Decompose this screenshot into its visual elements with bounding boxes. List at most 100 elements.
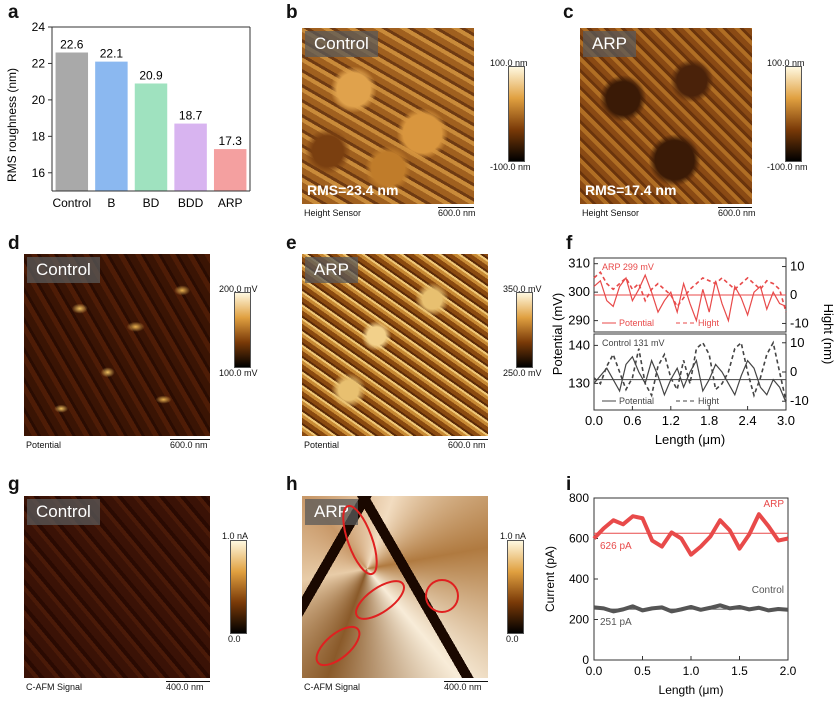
scale-text-g: 400.0 nm — [166, 682, 204, 692]
grain-boundary-markers — [315, 504, 459, 667]
colorbar-e — [516, 292, 533, 368]
panel-letter-h: h — [286, 474, 298, 495]
chart-i-xlabel: Length (μm) — [659, 683, 724, 697]
image-tag-g: Control — [27, 499, 100, 525]
chart-f-potential-line — [593, 273, 787, 323]
chart-f-xtick-label: 1.2 — [662, 413, 680, 428]
cbar-min-e: 250.0 mV — [503, 368, 542, 378]
chart-a-bar — [55, 52, 89, 192]
cbar-max-e: 350.0 mV — [503, 284, 542, 294]
chart-f-ytick-label: 130 — [568, 375, 590, 390]
chart-i-xtick-label: 0.5 — [634, 664, 651, 678]
chart-a-category-label: B — [107, 196, 115, 210]
chart-f-potential-line — [593, 355, 787, 403]
colorbar-b — [508, 66, 525, 162]
chart-f-height-line — [593, 340, 787, 402]
chart-f-height-line — [593, 270, 787, 313]
scale-text-b: 600.0 nm — [438, 208, 476, 218]
chart-f-y2tick-label: 0 — [790, 287, 797, 302]
cbar-min-g: 0.0 — [228, 634, 241, 644]
sensor-label-g: C-AFM Signal — [26, 682, 83, 692]
chart-a-value-label: 20.9 — [139, 68, 163, 82]
sensor-label-e: Potential — [304, 440, 340, 450]
scalebar-b — [438, 207, 474, 208]
colorbar-d — [234, 292, 251, 368]
kpfm-image-e: ARP — [302, 254, 488, 436]
scalebar-h — [444, 681, 488, 682]
chart-i-ytick-label: 800 — [569, 491, 589, 505]
kpfm-image-d: Control — [24, 254, 210, 436]
sensor-label-h: C-AFM Signal — [304, 682, 361, 692]
cbar-min-b: -100.0 nm — [490, 162, 531, 172]
scalebar-d — [170, 439, 210, 440]
chart-i-ylabel: Current (pA) — [543, 546, 557, 612]
chart-f-annotation: Control 131 mV — [602, 338, 665, 348]
chart-f-xtick-label: 0.0 — [585, 413, 603, 428]
afm-image-c: ARP RMS=17.4 nm — [580, 28, 752, 204]
chart-a-category-label: BD — [143, 196, 160, 210]
cbar-max-d: 200.0 mV — [219, 284, 258, 294]
chart-a-ytick-label: 16 — [32, 166, 46, 180]
chart-i-series-name: ARP — [763, 499, 784, 510]
image-tag-e: ARP — [305, 257, 358, 283]
panel-letter-b: b — [286, 2, 298, 23]
chart-i-xtick-label: 1.5 — [731, 664, 748, 678]
chart-a-ytick-label: 24 — [32, 20, 46, 34]
cbar-min-h: 0.0 — [506, 634, 519, 644]
chart-i-mean-label: 251 pA — [600, 617, 632, 628]
chart-f-xtick-label: 2.4 — [739, 413, 757, 428]
afm-image-b: Control RMS=23.4 nm — [302, 28, 474, 204]
image-tag-b: Control — [305, 31, 378, 57]
panel-letter-a: a — [8, 2, 19, 23]
panel-letter-e: e — [286, 233, 297, 254]
scale-text-c: 600.0 nm — [718, 208, 756, 218]
chart-f-y2tick-label: 10 — [790, 259, 804, 274]
chart-i-series-name: Control — [752, 585, 784, 596]
cbar-max-c: 100.0 nm — [767, 58, 805, 68]
chart-a-bar — [213, 149, 247, 191]
scalebar-g — [166, 681, 210, 682]
colorbar-h — [507, 540, 524, 634]
chart-f-ytick-label: 290 — [568, 313, 590, 328]
panel-letter-d: d — [8, 233, 20, 254]
chart-f-xlabel: Length (μm) — [655, 432, 725, 447]
chart-f-xtick-label: 3.0 — [777, 413, 795, 428]
image-tag-c: ARP — [583, 31, 636, 57]
chart-i-ytick-label: 400 — [569, 572, 589, 586]
highlight-ellipse-2 — [355, 580, 405, 620]
rms-value-b: RMS=23.4 nm — [307, 182, 399, 198]
sensor-label-d: Potential — [26, 440, 62, 450]
panel-letter-i: i — [566, 474, 572, 495]
chart-f-ylabel-left: Potential (mV) — [550, 293, 565, 375]
chart-i-xtick-label: 0.0 — [586, 664, 603, 678]
chart-i-current-profile: 0 200 400 600 800 0.0 0.5 1.0 1.5 2.0 Length (μm) C… — [543, 491, 797, 697]
chart-a-ytick-label: 20 — [32, 93, 46, 107]
chart-i-ytick-label: 200 — [569, 613, 589, 627]
chart-f-legend-potential: Potential — [619, 318, 654, 328]
cbar-max-b: 100.0 nm — [490, 58, 528, 68]
chart-a-category-label: ARP — [218, 196, 243, 210]
panel-letter-f: f — [566, 233, 573, 254]
chart-f-y2tick-label: 0 — [790, 364, 797, 379]
cbar-min-d: 100.0 mV — [219, 368, 258, 378]
cbar-max-g: 1.0 nA — [222, 531, 249, 541]
chart-f-y2tick-label: -10 — [790, 393, 809, 408]
cbar-max-h: 1.0 nA — [500, 531, 527, 541]
cafm-image-h: ARP — [302, 496, 488, 678]
chart-f-xtick-label: 1.8 — [700, 413, 718, 428]
chart-a-roughness: RMS roughness (nm) 16 18 20 22 24 22.6 Contro… — [5, 20, 251, 210]
chart-i-mean-label: 626 pA — [600, 541, 632, 552]
scalebar-e — [448, 439, 488, 440]
chart-a-category-label: Control — [52, 196, 91, 210]
image-tag-h: ARP — [305, 499, 358, 525]
chart-f-ytick-label: 310 — [568, 256, 590, 271]
chart-a-bar — [95, 61, 128, 191]
chart-i-xtick-label: 2.0 — [780, 664, 797, 678]
cbar-min-c: -100.0 nm — [767, 162, 808, 172]
highlight-ellipse-1 — [342, 504, 378, 576]
chart-a-category-label: BDD — [178, 196, 204, 210]
sensor-label-b: Height Sensor — [304, 208, 362, 218]
chart-i-series-line — [593, 603, 789, 614]
scale-text-d: 600.0 nm — [170, 440, 208, 450]
scale-text-h: 400.0 nm — [444, 682, 482, 692]
